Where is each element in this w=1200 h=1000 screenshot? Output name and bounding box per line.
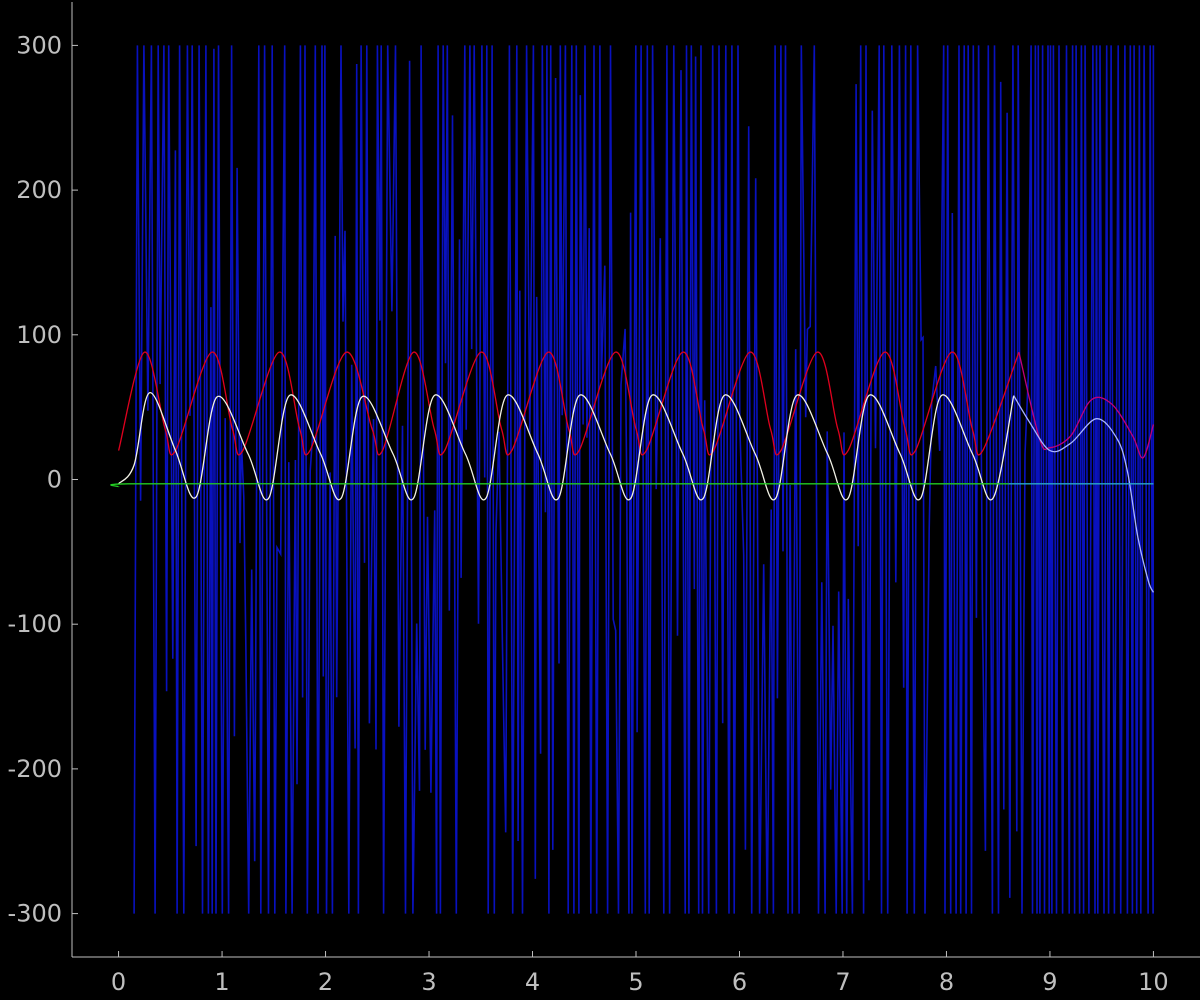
x-tick-label: 6 [732,968,747,996]
y-tick-label: -300 [8,900,62,928]
x-tick-label: 8 [939,968,954,996]
series-1-line [117,351,1020,456]
x-tick-label: 4 [525,968,540,996]
axes-layer: 300 200 100 0 -100 -200 -300 0 1 2 3 4 5 6 7 8 9 10 [8,2,1200,996]
x-tick-label: 3 [421,968,436,996]
x-tick-label: 7 [835,968,850,996]
series-layer [110,45,1155,914]
series-2-line [1018,352,1155,459]
x-tick-label: 2 [318,968,333,996]
y-tick-label: 100 [16,321,62,349]
series-0-line [133,45,1155,914]
x-tick-label: 1 [214,968,229,996]
x-tick-label: 0 [111,968,126,996]
series-4-line [1013,395,1155,593]
y-tick-label: -100 [8,610,62,638]
y-tick-label: 0 [47,466,62,494]
x-tick-label: 9 [1042,968,1057,996]
y-tick-label: 300 [16,31,62,59]
y-tick-label: -200 [8,755,62,783]
x-tick-label: 5 [628,968,643,996]
y-tick-label: 200 [16,176,62,204]
x-tick-label: 10 [1138,968,1169,996]
series-5-line [110,482,1009,488]
series-3-line [118,392,1015,501]
